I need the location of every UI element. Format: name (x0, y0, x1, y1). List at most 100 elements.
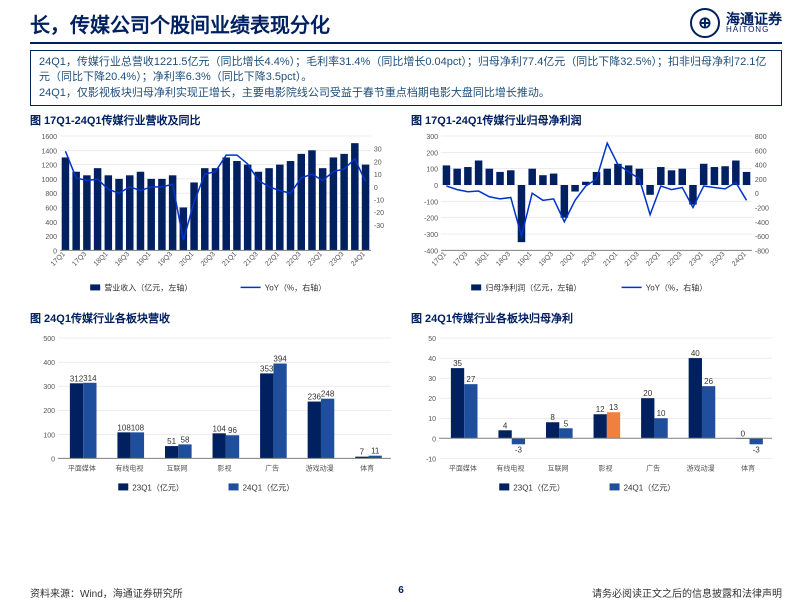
svg-text:200: 200 (426, 151, 438, 158)
chart3-svg: 0100200300400500312314平面媒体108108有线电视5158… (30, 328, 401, 498)
svg-text:0: 0 (51, 456, 55, 463)
svg-text:19Q3: 19Q3 (538, 251, 555, 268)
svg-text:20Q1: 20Q1 (559, 251, 576, 268)
svg-text:108: 108 (131, 423, 145, 432)
svg-text:20Q1: 20Q1 (178, 251, 195, 268)
svg-text:体育: 体育 (360, 463, 374, 472)
svg-text:-800: -800 (755, 248, 769, 255)
svg-text:200: 200 (43, 408, 55, 415)
svg-text:-600: -600 (755, 234, 769, 241)
svg-text:26: 26 (704, 377, 713, 386)
svg-text:17Q3: 17Q3 (452, 251, 469, 268)
svg-text:互联网: 互联网 (547, 463, 568, 472)
svg-text:影视: 影视 (218, 463, 232, 472)
svg-text:23Q3: 23Q3 (328, 251, 345, 268)
svg-text:300: 300 (43, 384, 55, 391)
chart3-title: 图 24Q1传媒行业各板块营收 (30, 310, 401, 326)
svg-text:19Q1: 19Q1 (517, 251, 534, 268)
chart4-title: 图 24Q1传媒行业各板块归母净利 (411, 310, 782, 326)
svg-text:1400: 1400 (42, 148, 58, 155)
svg-text:100: 100 (43, 432, 55, 439)
svg-text:22Q1: 22Q1 (645, 251, 662, 268)
svg-text:40: 40 (691, 349, 700, 358)
chart2-title: 图 17Q1-24Q1传媒行业归母净利润 (411, 112, 782, 128)
svg-text:-100: -100 (424, 200, 438, 207)
svg-text:18Q1: 18Q1 (474, 251, 491, 268)
svg-text:体育: 体育 (741, 463, 755, 472)
svg-text:-200: -200 (424, 216, 438, 223)
svg-text:营业收入（亿元，左轴）: 营业收入（亿元，左轴） (104, 283, 192, 293)
page-number: 6 (398, 585, 404, 596)
svg-text:13: 13 (609, 403, 618, 412)
svg-text:20: 20 (374, 160, 382, 167)
svg-text:归母净利润（亿元，左轴）: 归母净利润（亿元，左轴） (485, 283, 581, 293)
svg-text:236: 236 (308, 392, 322, 401)
svg-text:400: 400 (755, 163, 767, 170)
svg-text:平面媒体: 平面媒体 (68, 463, 96, 472)
svg-text:500: 500 (43, 336, 55, 343)
svg-text:影视: 影视 (599, 463, 613, 472)
svg-text:21Q3: 21Q3 (624, 251, 641, 268)
svg-text:-30: -30 (374, 223, 384, 230)
svg-text:30: 30 (428, 376, 436, 383)
svg-text:1600: 1600 (42, 134, 58, 141)
footer: 资料来源：Wind，海通证券研究所 6 请务必阅读正文之后的信息披露和法律声明 (0, 585, 802, 600)
svg-text:8: 8 (550, 413, 555, 422)
svg-text:23Q1（亿元）: 23Q1（亿元） (513, 482, 565, 492)
svg-text:-10: -10 (374, 198, 384, 205)
summary-line-1: 24Q1，传媒行业总营收1221.5亿元（同比增长4.4%）；毛利率31.4%（… (39, 55, 773, 86)
svg-text:有线电视: 有线电视 (496, 463, 524, 472)
svg-text:10: 10 (657, 409, 666, 418)
svg-text:18Q3: 18Q3 (114, 251, 131, 268)
svg-text:20Q3: 20Q3 (581, 251, 598, 268)
svg-text:100: 100 (426, 167, 438, 174)
svg-text:800: 800 (45, 191, 57, 198)
svg-text:314: 314 (83, 373, 97, 382)
svg-text:200: 200 (755, 177, 767, 184)
svg-text:20: 20 (643, 389, 652, 398)
svg-text:-10: -10 (426, 456, 436, 463)
svg-text:40: 40 (428, 356, 436, 363)
svg-text:24Q1（亿元）: 24Q1（亿元） (243, 482, 295, 492)
svg-text:0: 0 (741, 429, 746, 438)
svg-text:YoY（%，右轴）: YoY（%，右轴） (265, 283, 327, 293)
svg-text:10: 10 (428, 416, 436, 423)
svg-text:22Q1: 22Q1 (264, 251, 281, 268)
svg-text:108: 108 (117, 423, 131, 432)
summary-line-2: 24Q1，仅影视板块归母净利实现正增长，主要电影院线公司受益于春节重点档期电影大… (39, 86, 773, 101)
svg-text:1000: 1000 (42, 177, 58, 184)
svg-text:22Q3: 22Q3 (286, 251, 303, 268)
svg-text:12: 12 (596, 405, 605, 414)
svg-text:10: 10 (374, 172, 382, 179)
logo-text-cn: 海通证券 (726, 12, 782, 26)
svg-text:11: 11 (371, 446, 380, 455)
svg-text:24Q1: 24Q1 (731, 251, 748, 268)
svg-text:24Q1: 24Q1 (350, 251, 367, 268)
svg-text:300: 300 (426, 134, 438, 141)
svg-text:23Q3: 23Q3 (709, 251, 726, 268)
svg-text:-3: -3 (753, 445, 761, 454)
svg-text:-300: -300 (424, 232, 438, 239)
svg-text:游戏动漫: 游戏动漫 (687, 463, 715, 472)
svg-text:600: 600 (45, 206, 57, 213)
summary-box: 24Q1，传媒行业总营收1221.5亿元（同比增长4.4%）；毛利率31.4%（… (30, 50, 782, 106)
svg-text:19Q1: 19Q1 (136, 251, 153, 268)
svg-text:互联网: 互联网 (166, 463, 187, 472)
svg-text:30: 30 (374, 147, 382, 154)
svg-text:YoY（%，右轴）: YoY（%，右轴） (646, 283, 708, 293)
svg-text:104: 104 (213, 424, 227, 433)
svg-text:0: 0 (755, 191, 759, 198)
svg-text:1200: 1200 (42, 163, 58, 170)
svg-text:200: 200 (45, 234, 57, 241)
svg-text:0: 0 (53, 248, 57, 255)
footer-source: 资料来源：Wind，海通证券研究所 (30, 585, 183, 600)
svg-text:353: 353 (260, 364, 274, 373)
svg-text:23Q1: 23Q1 (688, 251, 705, 268)
svg-text:21Q1: 21Q1 (221, 251, 238, 268)
svg-text:248: 248 (321, 389, 335, 398)
svg-text:51: 51 (167, 437, 176, 446)
svg-text:18Q1: 18Q1 (93, 251, 110, 268)
svg-text:广告: 广告 (646, 463, 660, 472)
svg-text:400: 400 (43, 360, 55, 367)
svg-text:23Q1（亿元）: 23Q1（亿元） (132, 482, 184, 492)
